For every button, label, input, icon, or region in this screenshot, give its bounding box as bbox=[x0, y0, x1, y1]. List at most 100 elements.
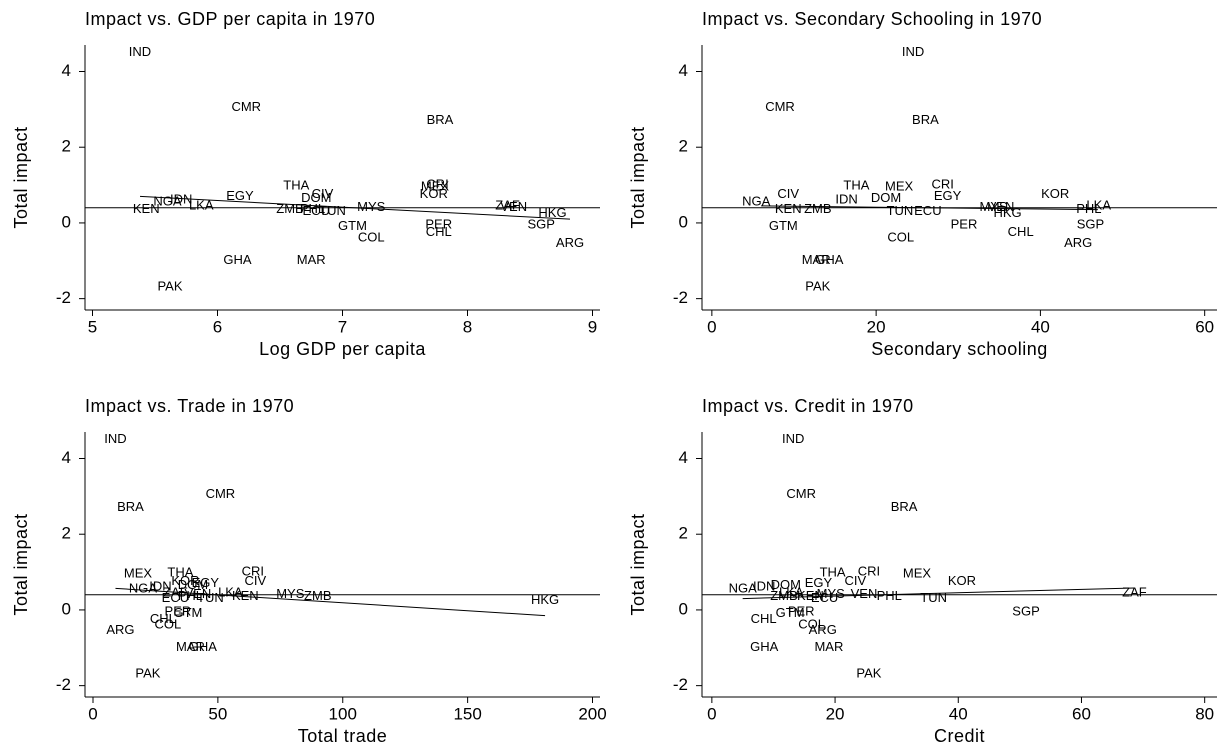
point-label: PHL bbox=[1076, 201, 1101, 216]
chart-title: Impact vs. Trade in 1970 bbox=[85, 396, 294, 416]
point-label: SGP bbox=[528, 216, 555, 231]
point-label: THA bbox=[820, 564, 846, 579]
point-label: GTM bbox=[776, 605, 805, 620]
y-tick-label: 4 bbox=[62, 448, 71, 467]
point-label: MEX bbox=[124, 565, 153, 580]
chart-title: Impact vs. Credit in 1970 bbox=[702, 396, 914, 416]
point-label: THA bbox=[843, 177, 869, 192]
point-label: IND bbox=[782, 431, 804, 446]
point-label: EGY bbox=[934, 188, 962, 203]
chart-title: Impact vs. Secondary Schooling in 1970 bbox=[702, 9, 1042, 29]
point-label: HKG bbox=[538, 205, 566, 220]
point-label: MAR bbox=[297, 252, 326, 267]
fit-line bbox=[139, 195, 571, 220]
point-label: GTM bbox=[173, 605, 202, 620]
point-label: LKA bbox=[189, 197, 214, 212]
x-tick-label: 7 bbox=[338, 317, 347, 336]
x-axis-label: Total trade bbox=[298, 726, 388, 746]
x-tick-label: 60 bbox=[1195, 317, 1214, 336]
point-label: IND bbox=[129, 44, 151, 59]
x-tick-label: 8 bbox=[463, 317, 472, 336]
point-label: CRI bbox=[858, 564, 880, 579]
x-tick-label: 9 bbox=[588, 317, 597, 336]
point-label: LKA bbox=[779, 584, 804, 599]
x-tick-label: 100 bbox=[329, 704, 357, 723]
point-label: CMR bbox=[786, 486, 816, 501]
point-label: MAR bbox=[176, 639, 205, 654]
point-label: IND bbox=[902, 44, 924, 59]
y-tick-label: 4 bbox=[679, 448, 688, 467]
point-label: DOM bbox=[771, 577, 801, 592]
point-label: MYS bbox=[980, 199, 1009, 214]
point-label: MAR bbox=[814, 639, 843, 654]
point-label: PAK bbox=[856, 666, 881, 681]
point-label: MEX bbox=[885, 178, 914, 193]
point-label: CIV bbox=[777, 186, 799, 201]
point-label: CRI bbox=[931, 177, 953, 192]
point-label: IDN bbox=[170, 192, 192, 207]
point-label: ARG bbox=[1064, 235, 1092, 250]
point-label: COL bbox=[358, 230, 385, 245]
point-label: GHA bbox=[189, 639, 218, 654]
point-label: GHA bbox=[815, 252, 844, 267]
point-label: GHA bbox=[750, 639, 779, 654]
point-label: BRA bbox=[117, 499, 144, 514]
point-label: MEX bbox=[903, 565, 932, 580]
point-label: ZAF bbox=[1122, 584, 1147, 599]
point-label: CMR bbox=[231, 99, 261, 114]
y-tick-label: 2 bbox=[62, 524, 71, 543]
x-tick-label: 60 bbox=[1072, 704, 1091, 723]
x-tick-label: 200 bbox=[578, 704, 606, 723]
point-label: ARG bbox=[106, 622, 134, 637]
point-label: VEN bbox=[851, 586, 878, 601]
point-label: ZMB bbox=[770, 588, 797, 603]
point-label: ECU bbox=[303, 203, 330, 218]
point-label: ARG bbox=[556, 235, 584, 250]
x-tick-label: 150 bbox=[453, 704, 481, 723]
point-label: PHL bbox=[178, 588, 203, 603]
point-label: PER bbox=[951, 216, 978, 231]
x-tick-label: 40 bbox=[1031, 317, 1050, 336]
y-tick-label: 0 bbox=[62, 599, 71, 618]
point-label: DOM bbox=[178, 577, 208, 592]
y-tick-label: -2 bbox=[673, 288, 688, 307]
point-label: ZMB bbox=[276, 201, 303, 216]
point-label: DOM bbox=[301, 190, 331, 205]
y-tick-label: 0 bbox=[62, 212, 71, 231]
y-tick-label: 2 bbox=[679, 137, 688, 156]
point-label: MYS bbox=[276, 586, 305, 601]
point-label: PER bbox=[788, 603, 815, 618]
point-label: TUN bbox=[887, 203, 914, 218]
point-label: CIV bbox=[244, 573, 266, 588]
point-label: ECU bbox=[914, 203, 941, 218]
fit-line bbox=[742, 587, 1135, 600]
point-label: PHL bbox=[300, 201, 325, 216]
y-tick-label: 0 bbox=[679, 212, 688, 231]
y-axis-label: Total impact bbox=[11, 513, 31, 615]
point-label: VEN bbox=[988, 199, 1015, 214]
point-label: NGA bbox=[729, 581, 758, 596]
point-label: KEN bbox=[232, 588, 259, 603]
point-label: GHA bbox=[223, 252, 252, 267]
y-axis-label: Total impact bbox=[628, 126, 648, 228]
x-tick-label: 0 bbox=[88, 704, 97, 723]
point-label: KEN bbox=[133, 201, 160, 216]
point-label: EGY bbox=[805, 575, 833, 590]
point-label: PAK bbox=[805, 279, 830, 294]
point-label: KOR bbox=[420, 186, 448, 201]
point-label: TUN bbox=[319, 203, 346, 218]
point-label: LKA bbox=[218, 584, 243, 599]
point-label: BRA bbox=[891, 499, 918, 514]
y-tick-label: 4 bbox=[62, 61, 71, 80]
point-label: PAK bbox=[135, 666, 160, 681]
y-tick-label: -2 bbox=[56, 675, 71, 694]
point-label: ARG bbox=[809, 622, 837, 637]
y-tick-label: 2 bbox=[62, 137, 71, 156]
fit-line bbox=[761, 205, 1098, 211]
point-label: BRA bbox=[427, 112, 454, 127]
point-label: TUN bbox=[197, 590, 224, 605]
point-label: GTM bbox=[769, 218, 798, 233]
x-axis-label: Log GDP per capita bbox=[259, 339, 426, 359]
point-label: ECU bbox=[162, 590, 189, 605]
y-axis-label: Total impact bbox=[628, 513, 648, 615]
